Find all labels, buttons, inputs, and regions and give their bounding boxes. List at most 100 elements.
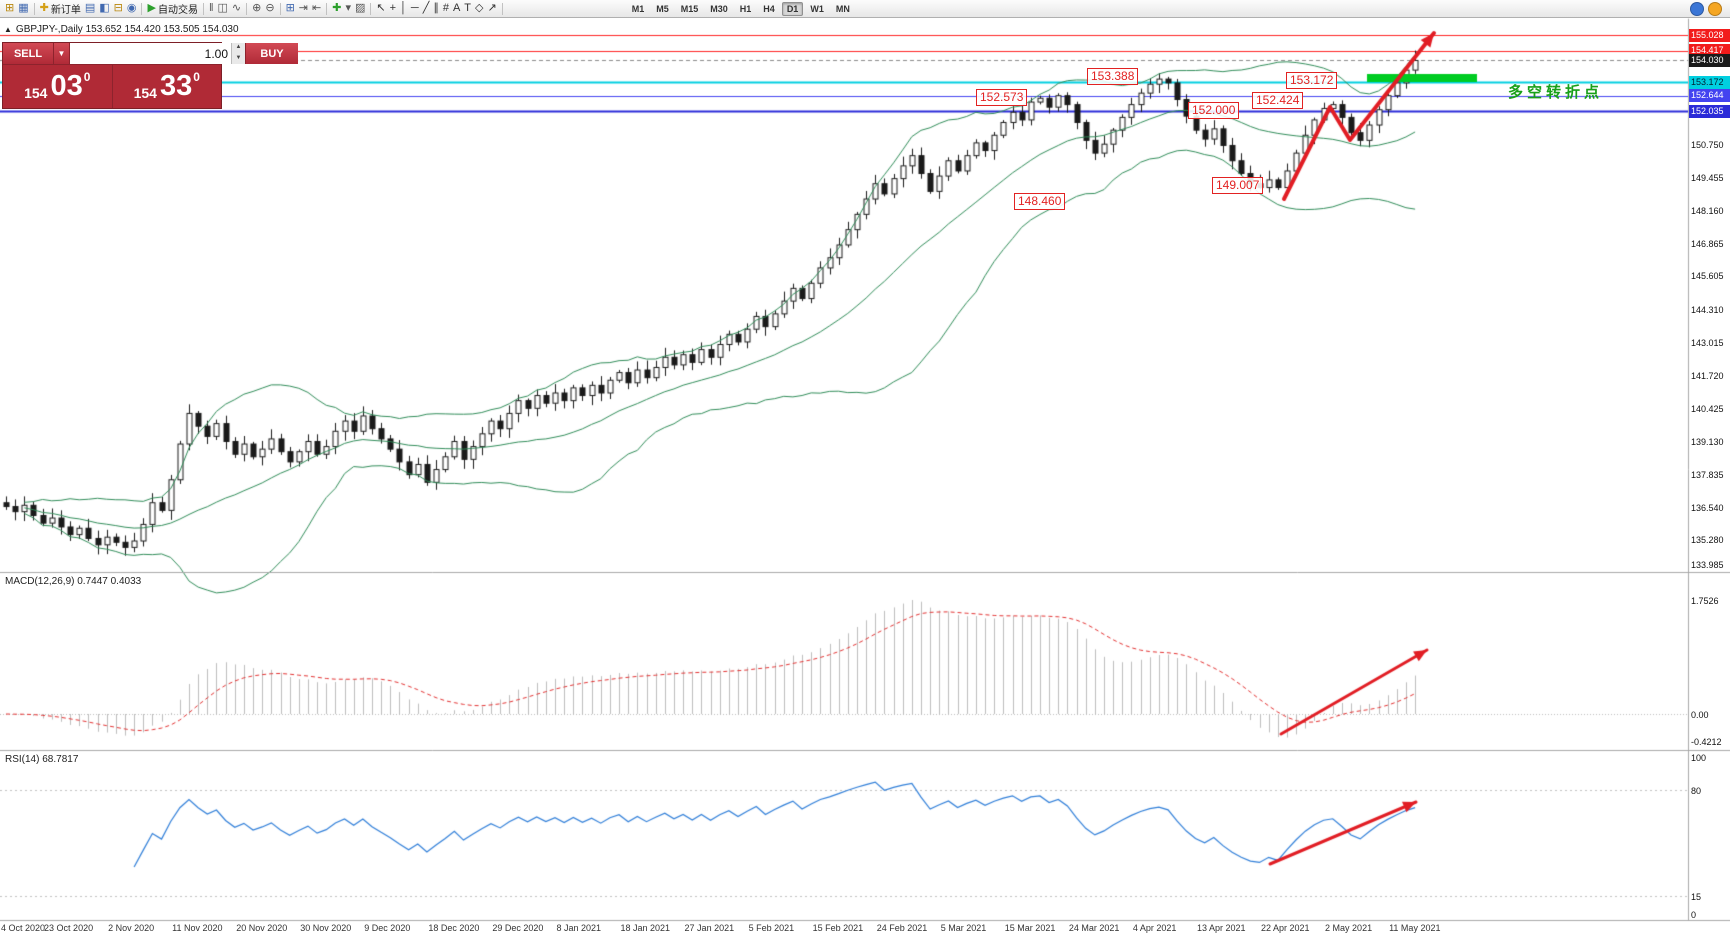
bar-chart-icon: ‖ bbox=[208, 2, 214, 14]
auto-scroll-icon: ⇥ bbox=[298, 2, 308, 14]
price-annotation-label: 153.388 bbox=[1087, 68, 1139, 85]
arrows-icon[interactable]: ↗ bbox=[486, 1, 499, 17]
timeframe-button-w1[interactable]: W1 bbox=[810, 3, 824, 14]
turning-point-note-text: 多空转折点 bbox=[1508, 84, 1604, 101]
timeframe-button-d1[interactable]: D1 bbox=[781, 1, 804, 16]
panel-splitter-main-macd[interactable] bbox=[0, 570, 1730, 574]
date-tick-label: 24 Feb 2021 bbox=[876, 923, 928, 933]
community-icon[interactable] bbox=[1690, 1, 1704, 16]
timeframe-button-h4[interactable]: H4 bbox=[763, 3, 775, 14]
trendline-icon[interactable]: ╱ bbox=[421, 1, 432, 17]
equidistant-channel-icon: ∥ bbox=[433, 2, 439, 14]
sell-options-caret-icon[interactable]: ▼ bbox=[54, 43, 70, 64]
price-level-label: 153.172 bbox=[1689, 75, 1730, 89]
fibonacci-icon: # bbox=[442, 2, 449, 14]
price-annotation-label: 149.007 bbox=[1212, 177, 1264, 194]
macd-scale-label: -0.4212 bbox=[1691, 737, 1722, 748]
timeframe-button-m15[interactable]: M15 bbox=[680, 3, 699, 14]
new-chart-icon: ⊞ bbox=[5, 2, 15, 14]
equidistant-channel-icon[interactable]: ∥ bbox=[431, 1, 441, 17]
buy-price-big-figure: 154 bbox=[133, 85, 157, 101]
volume-increase-icon[interactable]: ▲ bbox=[232, 43, 245, 54]
text-label-icon[interactable]: T bbox=[462, 1, 473, 17]
sell-button[interactable]: SELL bbox=[3, 43, 54, 64]
date-tick-label: 24 Mar 2021 bbox=[1068, 923, 1120, 933]
strategy-tester-icon[interactable]: ◉ bbox=[125, 1, 139, 17]
indicators-icon: ✚ bbox=[332, 2, 342, 14]
price-scale-tick-label: 144.310 bbox=[1691, 304, 1724, 315]
news-icon[interactable] bbox=[1708, 1, 1722, 16]
cursor-icon: ↖ bbox=[376, 2, 386, 14]
macd-scale-label: 0.00 bbox=[1691, 710, 1709, 720]
auto-scroll-icon[interactable]: ⇥ bbox=[297, 1, 310, 17]
timeframe-button-m5[interactable]: M5 bbox=[656, 3, 669, 14]
price-scale-tick-label: 135.280 bbox=[1691, 534, 1724, 545]
bar-chart-icon[interactable]: ‖ bbox=[207, 1, 216, 17]
price-level-label: 154.030 bbox=[1689, 53, 1730, 67]
templates-icon[interactable]: ▨ bbox=[353, 1, 367, 17]
price-scale-tick-label: 145.605 bbox=[1691, 271, 1724, 282]
volume-input[interactable] bbox=[70, 43, 231, 64]
crosshair-icon[interactable]: + bbox=[388, 1, 398, 17]
navigator-icon: ◧ bbox=[99, 2, 110, 14]
fibonacci-icon[interactable]: # bbox=[441, 1, 451, 17]
shapes-icon[interactable]: ◇ bbox=[473, 1, 485, 17]
trade-panel-divider bbox=[111, 65, 113, 108]
new-order-icon: ✚ bbox=[39, 2, 49, 14]
text-label-icon: T bbox=[464, 2, 472, 14]
timeframe-toolbar: M1 M5 M15 M30 H1 H4 D1 W1 MN bbox=[626, 1, 856, 16]
volume-decrease-icon[interactable]: ▼ bbox=[232, 53, 245, 64]
rsi-scale-label: 80 bbox=[1691, 785, 1702, 796]
timeframe-button-mn[interactable]: MN bbox=[835, 3, 850, 14]
price-level-label: 155.028 bbox=[1689, 28, 1730, 42]
panel-splitter-macd-rsi[interactable] bbox=[0, 748, 1730, 752]
date-tick-label: 30 Nov 2020 bbox=[300, 923, 352, 933]
chart-profiles-icon[interactable]: ▦ bbox=[16, 1, 30, 17]
date-tick-label: 5 Feb 2021 bbox=[748, 923, 795, 933]
date-tick-label: 23 Oct 2020 bbox=[44, 923, 94, 933]
cursor-icon[interactable]: ↖ bbox=[374, 1, 387, 17]
toolbar-separator bbox=[246, 2, 248, 15]
chart-shift-icon[interactable]: ⇤ bbox=[310, 1, 323, 17]
text-icon[interactable]: A bbox=[451, 1, 462, 17]
terminal-icon: ⊟ bbox=[113, 2, 123, 14]
zoom-in-icon[interactable]: ⊕ bbox=[250, 1, 263, 17]
horizontal-line-icon: ─ bbox=[410, 2, 419, 14]
price-scale-tick-label: 149.455 bbox=[1691, 173, 1724, 184]
trade-panel-controls-row: SELL ▼ ▲ ▼ BUY bbox=[3, 43, 298, 65]
tile-windows-icon: ⊞ bbox=[285, 2, 295, 14]
autotrading-button[interactable]: ▶ 自动交易 bbox=[145, 1, 199, 17]
candlestick-chart-icon[interactable]: ◫ bbox=[216, 1, 230, 17]
date-tick-label: 18 Jan 2021 bbox=[620, 923, 671, 933]
timeframe-button-h1[interactable]: H1 bbox=[739, 3, 752, 14]
indicators-icon[interactable]: ✚ bbox=[330, 1, 343, 17]
tile-windows-icon[interactable]: ⊞ bbox=[284, 1, 297, 17]
price-annotation-label: 152.424 bbox=[1252, 92, 1304, 109]
sell-price-big-figure: 154 bbox=[24, 85, 48, 101]
toolbar-separator bbox=[33, 2, 35, 15]
price-level-label: 154.417 bbox=[1689, 44, 1730, 58]
periods-dropdown-icon[interactable]: ▾ bbox=[343, 1, 353, 17]
zoom-out-icon[interactable]: ⊖ bbox=[263, 1, 276, 17]
date-tick-label: 22 Apr 2021 bbox=[1261, 923, 1310, 933]
vertical-line-icon[interactable]: │ bbox=[398, 1, 409, 17]
new-chart-icon[interactable]: ⊞ bbox=[3, 1, 16, 17]
timeframe-button-m1[interactable]: M1 bbox=[631, 3, 645, 14]
line-chart-icon[interactable]: ∿ bbox=[230, 1, 243, 17]
date-tick-label: 9 Dec 2020 bbox=[364, 923, 411, 933]
terminal-icon[interactable]: ⊟ bbox=[112, 1, 125, 17]
panel-splitter-rsi-dates[interactable] bbox=[0, 918, 1730, 922]
toolbar-right-icons bbox=[1690, 1, 1727, 16]
price-annotation-label: 152.000 bbox=[1188, 102, 1240, 119]
sell-price-display[interactable]: 154 03 0 bbox=[3, 65, 112, 108]
horizontal-line-icon[interactable]: ─ bbox=[409, 1, 421, 17]
timeframe-button-m30[interactable]: M30 bbox=[710, 3, 728, 14]
buy-button[interactable]: BUY bbox=[245, 43, 298, 64]
buy-price-display[interactable]: 154 33 0 bbox=[113, 65, 222, 108]
market-watch-icon[interactable]: ▤ bbox=[83, 1, 97, 17]
navigator-icon[interactable]: ◧ bbox=[97, 1, 111, 17]
date-tick-label: 15 Mar 2021 bbox=[1004, 923, 1056, 933]
new-order-button[interactable]: ✚ 新订单 bbox=[38, 1, 83, 17]
chart-expand-icon[interactable]: ▲ bbox=[4, 25, 12, 34]
